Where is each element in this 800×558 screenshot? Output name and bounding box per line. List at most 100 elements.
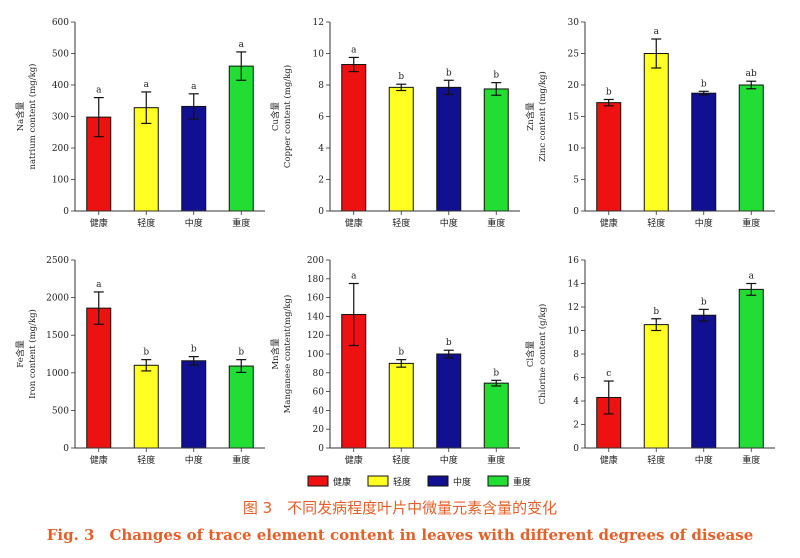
y-tick-label-6: 12	[568, 303, 579, 313]
category-label-1: 健康	[600, 454, 618, 466]
category-label-1: 健康	[90, 217, 108, 229]
bar-1	[86, 307, 112, 449]
category-label-2: 轻度	[137, 454, 155, 466]
category-label-4: 重度	[232, 454, 250, 466]
bar-3	[691, 314, 717, 449]
category-label-4: 重度	[487, 217, 505, 229]
y-tick-label-0: 0	[63, 444, 69, 454]
category-label-1: 健康	[90, 454, 108, 466]
bar-2	[643, 53, 669, 212]
significance-letter-3: b	[701, 297, 707, 307]
y-tick-label-5: 10	[568, 327, 580, 337]
y-tick-label-2: 4	[318, 144, 324, 154]
y-axis-label-en: Zinc content (mg/kg)	[537, 71, 548, 162]
significance-letter-3: a	[191, 82, 197, 92]
significance-letter-1: a	[351, 45, 357, 55]
legend-swatch-4	[487, 475, 509, 487]
significance-letter-3: b	[446, 338, 452, 348]
y-tick-label-7: 140	[307, 312, 324, 322]
y-tick-label-0: 0	[63, 207, 69, 217]
y-tick-label-3: 6	[318, 113, 324, 123]
category-label-4: 重度	[742, 217, 760, 229]
category-label-4: 重度	[232, 217, 250, 229]
y-tick-label-0: 0	[318, 444, 324, 454]
legend-swatch-1	[307, 475, 329, 487]
bar-2	[388, 362, 414, 449]
y-tick-label-2: 1000	[46, 369, 69, 379]
bar-3	[436, 86, 462, 212]
significance-letter-2: a	[144, 80, 150, 90]
caption-english: Fig. 3 Changes of trace element content …	[46, 526, 754, 544]
category-label-2: 轻度	[647, 454, 665, 466]
y-tick-label-3: 1500	[46, 331, 69, 341]
y-tick-label-4: 2000	[46, 294, 69, 304]
significance-letter-4: b	[493, 368, 499, 378]
significance-letter-4: b	[493, 71, 499, 81]
y-tick-label-6: 120	[307, 331, 324, 341]
category-label-1: 健康	[345, 217, 363, 229]
y-tick-label-4: 80	[313, 369, 325, 379]
bar-3	[691, 92, 717, 212]
category-label-3: 中度	[185, 454, 203, 466]
significance-letter-1: a	[96, 86, 102, 96]
significance-letter-1: c	[606, 369, 611, 379]
y-tick-label-1: 2	[318, 176, 324, 186]
bar-3	[436, 353, 462, 449]
y-tick-label-3: 6	[573, 374, 579, 384]
legend-swatch-3	[427, 475, 449, 487]
y-axis-label-cn: Fe含量	[15, 340, 26, 368]
legend-swatch-2	[367, 475, 389, 487]
bar-4	[228, 65, 254, 212]
bar-2	[133, 107, 159, 212]
y-tick-label-2: 40	[313, 406, 325, 416]
category-label-3: 中度	[440, 217, 458, 229]
significance-letter-2: b	[398, 72, 404, 82]
y-axis-label-en: Iron content (mg/kg)	[27, 309, 38, 399]
y-tick-label-4: 20	[568, 81, 580, 91]
category-label-1: 健康	[345, 454, 363, 466]
category-label-1: 健康	[600, 217, 618, 229]
bar-4	[483, 88, 509, 212]
y-axis-label-en: Copper content (mg/kg)	[282, 65, 293, 168]
y-tick-label-5: 25	[568, 50, 580, 60]
significance-letter-2: b	[143, 348, 149, 358]
y-axis-label-cn: Cl含量	[525, 340, 536, 367]
significance-letter-4: a	[239, 40, 245, 50]
significance-letter-4: ab	[746, 69, 757, 79]
bar-2	[133, 364, 159, 449]
y-tick-label-5: 100	[307, 350, 324, 360]
y-tick-label-1: 20	[313, 425, 325, 435]
y-tick-label-2: 200	[52, 144, 69, 154]
y-tick-label-1: 2	[573, 421, 579, 431]
bar-1	[596, 102, 622, 212]
category-label-3: 中度	[185, 217, 203, 229]
y-axis-label-cn: Mn含量	[270, 338, 281, 370]
bar-2	[388, 86, 414, 212]
caption-chinese: 图 3 不同发病程度叶片中微量元素含量的变化	[242, 499, 558, 517]
category-label-4: 重度	[487, 454, 505, 466]
significance-letter-3: b	[701, 79, 707, 89]
significance-letter-2: a	[654, 27, 660, 37]
significance-letter-3: b	[191, 345, 197, 355]
significance-letter-2: b	[653, 307, 659, 317]
category-label-2: 轻度	[647, 217, 665, 229]
y-tick-label-6: 12	[313, 18, 324, 28]
y-tick-label-1: 5	[573, 176, 579, 186]
y-tick-label-5: 10	[313, 50, 325, 60]
y-axis-label-cn: Na含量	[15, 101, 26, 131]
y-tick-label-1: 100	[52, 176, 69, 186]
category-label-3: 中度	[695, 217, 713, 229]
chart-panel-6: 0 2 4 6 8 10 12 14 16 c 健康 b 轻度 b 中度 a 重度 Cl含量 Chlorine co…	[525, 256, 775, 466]
significance-letter-1: a	[96, 280, 102, 290]
category-label-2: 轻度	[392, 454, 410, 466]
bar-3	[181, 360, 207, 449]
significance-letter-1: b	[606, 87, 612, 97]
category-label-3: 中度	[695, 454, 713, 466]
y-tick-label-6: 30	[568, 18, 580, 28]
legend: 健康 轻度 中度 重度	[307, 475, 531, 488]
chart-panel-1: 0 100 200 300 400 500 600 a 健康 a 轻度 a 中度 a 重度 Na含量 natri…	[15, 18, 265, 229]
y-tick-label-0: 0	[318, 207, 324, 217]
legend-label-4: 重度	[513, 476, 531, 488]
bar-1	[341, 64, 367, 212]
